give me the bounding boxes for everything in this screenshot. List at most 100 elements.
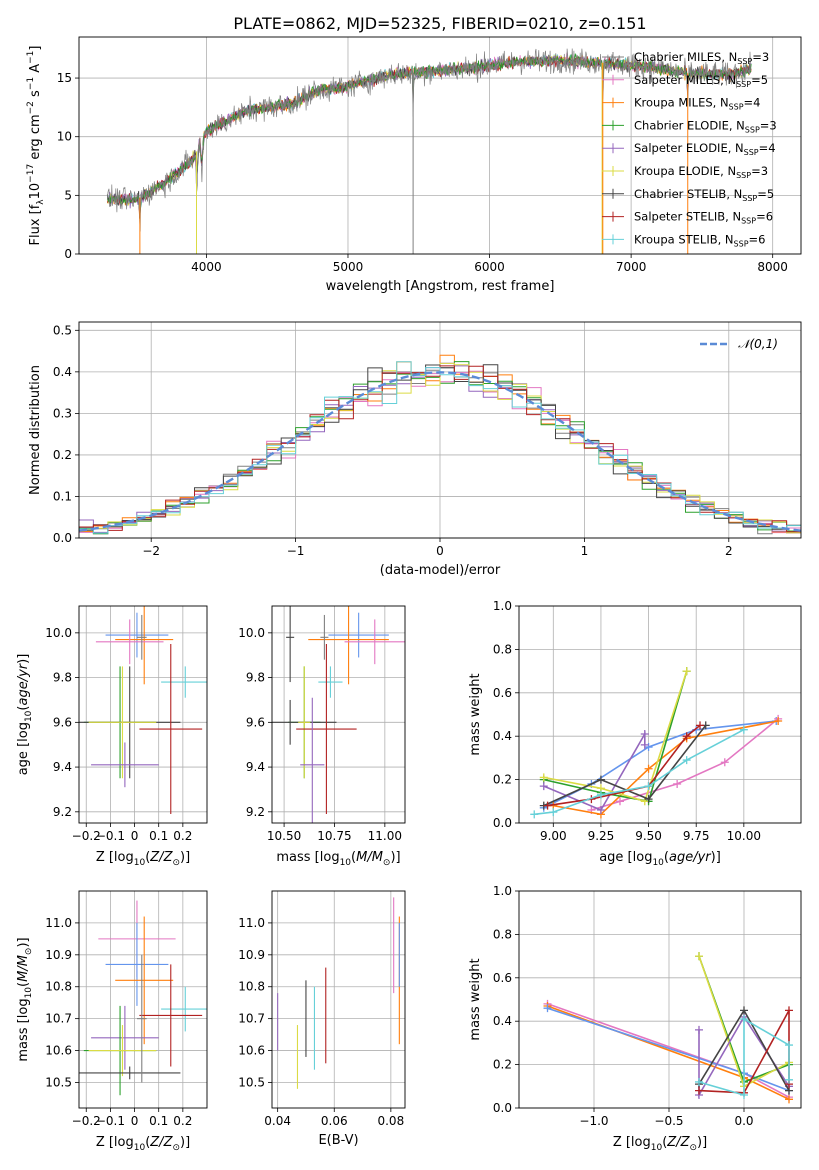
x-axis-label-part: M/M — [356, 850, 383, 865]
gaussian-reference-line — [78, 371, 802, 532]
y-tick-label: 0.5 — [53, 323, 72, 337]
legend-entry: Kroupa MILES, NSSP=4 — [634, 96, 760, 112]
mass-weight-marker — [785, 1075, 793, 1084]
legend-entry: Kroupa ELODIE, NSSP=3 — [634, 164, 768, 180]
mass-weight-marker — [695, 1077, 703, 1086]
mass-weight-line — [543, 731, 646, 812]
mass-weight-marker — [644, 795, 653, 804]
y-tick-label: 9.2 — [246, 805, 265, 819]
legend-label: Chabrier STELIB, N — [634, 187, 742, 201]
mass-weight-marker — [785, 1006, 793, 1015]
x-axis-label-part: age [log — [599, 850, 652, 865]
y-tick-label: 9.4 — [246, 760, 265, 774]
y-tick-label: 0.4 — [493, 729, 512, 743]
mass-weight-line — [534, 728, 745, 816]
y-tick-label: 0.6 — [493, 971, 512, 985]
y-axis-label-part: 10 — [24, 987, 34, 999]
y-tick-label: 0.8 — [493, 642, 512, 656]
y-axis-label-part: 10 — [24, 710, 34, 722]
mass-weight-marker — [739, 725, 748, 734]
y-tick-label: 0.8 — [493, 927, 512, 941]
y-tick-label: 10.8 — [45, 980, 72, 994]
mass-weight-marker — [785, 1041, 793, 1050]
legend-sub: SSP — [734, 239, 749, 248]
x-axis-label-part: Z [log — [96, 1135, 134, 1150]
y-tick-label: 10 — [57, 130, 72, 144]
x-axis-label-part: )] — [697, 1135, 707, 1150]
legend-label: Kroupa STELIB, N — [634, 232, 734, 246]
x-tick-label: 0.1 — [149, 829, 168, 843]
massweight_vs_age-panel: 9.00 9.25 9.50 9.75 10.00 0.0 0.2 0.4 0.6 0.8 1.0 a… — [468, 599, 802, 868]
x-axis-label-part: ⊙ — [689, 1143, 697, 1153]
legend-sub: SSP — [736, 171, 751, 180]
y-axis-label: Flux [fλ10−17 erg cm−2 s−1 A−1] — [26, 46, 46, 246]
y-tick-label: 10.5 — [238, 1075, 265, 1089]
x-tick-label: −0.5 — [654, 1114, 683, 1128]
axes-frame — [271, 605, 406, 824]
mass-weight-marker — [539, 782, 548, 791]
x-tick-label: −1.0 — [579, 1114, 608, 1128]
legend-entry: 𝒩(0,1) — [738, 337, 778, 351]
x-axis-label-part: ( — [145, 1135, 150, 1150]
x-axis-label-part: Z [log — [613, 1135, 651, 1150]
legend-sub: SSP — [737, 57, 752, 66]
x-tick-label: 10.75 — [317, 829, 351, 843]
axes-frame — [271, 890, 406, 1109]
legend-label: Salpeter ELODIE, N — [634, 141, 744, 155]
legend-entry: Chabrier STELIB, NSSP=5 — [634, 187, 774, 203]
x-tick-label: 5000 — [333, 260, 364, 274]
legend-sub: SSP — [744, 148, 759, 157]
x-tick-label: 0.0 — [734, 1114, 753, 1128]
mass-weight-marker — [682, 756, 691, 765]
mass-weight-marker — [596, 805, 605, 814]
mass-weight-marker — [644, 782, 653, 791]
legend-sub: SSP — [729, 103, 744, 112]
y-axis-label-part: )] — [16, 654, 31, 664]
x-axis-label: mass [log10(M/M⊙)] — [276, 850, 400, 868]
x-axis-label-part: )] — [390, 850, 400, 865]
y-axis-label-part: )] — [16, 937, 31, 947]
x-tick-label: 0.04 — [264, 1114, 291, 1128]
y-axis-label-part: ] — [28, 46, 43, 51]
x-axis-label-part: ( — [145, 850, 150, 865]
y-tick-label: 0.4 — [53, 365, 72, 379]
legend-sub: SSP — [745, 125, 760, 134]
mass-weight-marker — [695, 1086, 703, 1095]
spectrum-panel: 4000 5000 6000 7000 8000 0 5 10 15 wavelength [An… — [26, 36, 802, 294]
y-axis-label-part: Flux [f — [28, 204, 43, 245]
x-axis-label: Z [log10(Z/Z⊙)] — [96, 1135, 190, 1153]
mass-weight-marker — [543, 801, 552, 810]
mass-weight-marker — [543, 1004, 552, 1013]
y-axis-label-part: 10 — [28, 183, 43, 200]
mass-weight-marker — [682, 667, 691, 676]
x-axis-label-part: mass [log — [276, 850, 339, 865]
legend-suffix: =4 — [759, 141, 776, 155]
y-axis-label-part: ( — [16, 982, 31, 987]
y-axis-label-part: M/M — [16, 955, 31, 982]
y-tick-label: 0.0 — [53, 531, 72, 545]
mass_vs_Z-panel: −0.2−0.1 0 0.1 0.2 10.5 10.6 10.7 10.8 10.9 11.0 Z… — [16, 890, 208, 1153]
x-tick-label: −0.2 — [72, 1114, 101, 1128]
y-tick-label: 0.0 — [493, 816, 512, 830]
y-tick-label: 0.1 — [53, 489, 72, 503]
mass-weight-marker — [695, 952, 703, 961]
x-axis-label-part: ( — [662, 1135, 667, 1150]
x-axis-label: (data-model)/error — [380, 563, 501, 578]
x-tick-label: 0.08 — [377, 1114, 404, 1128]
y-tick-label: 10.7 — [45, 1012, 72, 1026]
x-axis-label-part: Z [log — [96, 850, 134, 865]
y-tick-label: 10.9 — [45, 948, 72, 962]
legend-label: Kroupa MILES, N — [634, 96, 729, 110]
x-tick-label: 4000 — [191, 260, 222, 274]
mass-weight-marker — [640, 740, 649, 749]
y-axis-label-part: −1 — [26, 51, 36, 64]
legend-suffix: =3 — [751, 164, 768, 178]
x-axis-label-part: Z/Z — [666, 1135, 690, 1150]
x-tick-label: 7000 — [616, 260, 647, 274]
legend-suffix: =3 — [760, 118, 777, 132]
y-tick-label: 9.8 — [246, 671, 265, 685]
mass-weight-marker — [644, 764, 653, 773]
x-axis-label-part: ( — [664, 850, 669, 865]
legend-label: Salpeter STELIB, N — [634, 210, 741, 224]
